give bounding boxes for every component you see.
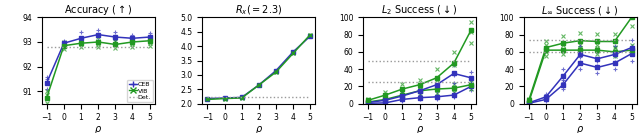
Title: Accuracy ($\uparrow$): Accuracy ($\uparrow$)	[64, 3, 132, 17]
Title: $R_x(=2.3)$: $R_x(=2.3)$	[236, 4, 282, 17]
CEB	[111, 36, 119, 38]
Title: $L_\infty$ Success ($\downarrow$): $L_\infty$ Success ($\downarrow$)	[541, 4, 619, 17]
X-axis label: $\rho$: $\rho$	[415, 124, 424, 133]
VIB	[60, 45, 68, 47]
Title: $L_2$ Success ($\downarrow$): $L_2$ Success ($\downarrow$)	[381, 4, 458, 17]
Det.	[60, 47, 68, 48]
X-axis label: $\rho$: $\rho$	[94, 124, 102, 133]
VIB	[146, 40, 154, 41]
VIB	[129, 41, 136, 43]
X-axis label: $\rho$: $\rho$	[576, 124, 584, 133]
Line: CEB: CEB	[45, 33, 151, 84]
CEB	[146, 36, 154, 38]
VIB	[77, 42, 85, 44]
Det.	[129, 47, 136, 48]
Legend: CEB, VIB, Det.: CEB, VIB, Det.	[127, 80, 153, 102]
CEB	[129, 38, 136, 39]
CEB	[94, 34, 102, 35]
VIB	[94, 41, 102, 43]
Det.	[146, 47, 154, 48]
CEB	[43, 82, 51, 84]
Det.	[94, 47, 102, 48]
Det.	[77, 47, 85, 48]
X-axis label: $\rho$: $\rho$	[255, 124, 263, 133]
VIB	[43, 97, 51, 98]
Det.	[43, 47, 51, 48]
Det.	[111, 47, 119, 48]
CEB	[60, 42, 68, 44]
Line: VIB: VIB	[45, 39, 151, 99]
CEB	[77, 38, 85, 39]
VIB	[111, 44, 119, 45]
